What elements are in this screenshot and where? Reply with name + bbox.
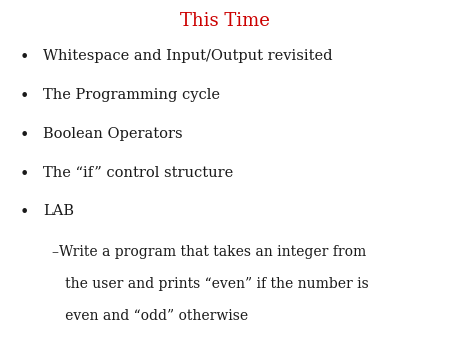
Text: •: • bbox=[20, 204, 29, 221]
Text: This Time: This Time bbox=[180, 12, 270, 30]
Text: •: • bbox=[20, 88, 29, 105]
Text: •: • bbox=[20, 127, 29, 144]
Text: Boolean Operators: Boolean Operators bbox=[43, 127, 182, 141]
Text: the user and prints “even” if the number is: the user and prints “even” if the number… bbox=[52, 277, 369, 291]
Text: –Write a program that takes an integer from: –Write a program that takes an integer f… bbox=[52, 245, 366, 259]
Text: The “if” control structure: The “if” control structure bbox=[43, 166, 233, 179]
Text: •: • bbox=[20, 49, 29, 66]
Text: Whitespace and Input/Output revisited: Whitespace and Input/Output revisited bbox=[43, 49, 332, 63]
Text: The Programming cycle: The Programming cycle bbox=[43, 88, 220, 102]
Text: even and “odd” otherwise: even and “odd” otherwise bbox=[52, 309, 248, 323]
Text: •: • bbox=[20, 166, 29, 183]
Text: LAB: LAB bbox=[43, 204, 74, 218]
